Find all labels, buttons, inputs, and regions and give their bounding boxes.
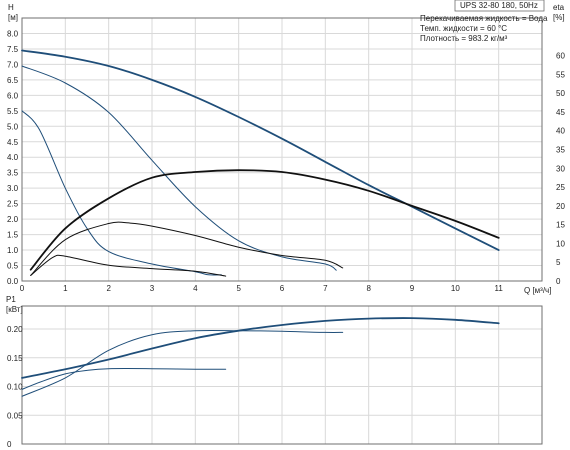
power-chart-series <box>21 317 500 397</box>
x-tick-label: 4 <box>193 284 198 293</box>
y2-tick-label: 15 <box>556 221 565 230</box>
y-tick-label: 2.5 <box>7 200 19 209</box>
head-curve-1 <box>21 49 500 251</box>
y2-tick-label: 35 <box>556 146 565 155</box>
y2-tick-label: 45 <box>556 108 565 117</box>
power-tick-label: 0.20 <box>7 325 23 334</box>
efficiency-curve-5 <box>30 221 344 276</box>
y2-tick-label: 20 <box>556 202 565 211</box>
y-tick-label: 6.0 <box>7 91 19 100</box>
x-tick-label: 0 <box>20 284 25 293</box>
power-tick-label: 0.05 <box>7 411 23 420</box>
y-tick-label: 0.5 <box>7 262 19 271</box>
y2-tick-label: 55 <box>556 70 565 79</box>
x-tick-label: 11 <box>495 284 504 293</box>
x-tick-label: 8 <box>366 284 371 293</box>
y2-tick-label: 40 <box>556 127 565 136</box>
y2-tick-label: 5 <box>556 258 561 267</box>
head-curve-3 <box>21 110 222 276</box>
y-tick-label: 1.5 <box>7 231 19 240</box>
efficiency-curve-6 <box>30 254 227 277</box>
y-tick-label: 7.5 <box>7 45 19 54</box>
y-tick-label: 2.0 <box>7 215 19 224</box>
power-tick-label: 0.15 <box>7 354 23 363</box>
y-axis-unit-m: [м] <box>8 13 18 22</box>
power-axis-unit: [кВт] <box>6 305 23 314</box>
power-chart-frame <box>21 305 543 445</box>
head-chart-ticks: 0 1 2 3 4 5 6 7 8 9 10 110.00.51.01.52.02.53.03.54.… <box>7 29 565 293</box>
power-curve-1 <box>21 317 500 379</box>
x-tick-label: 10 <box>451 284 460 293</box>
liquid-info: Перекачиваемая жидкость = Вода <box>420 14 548 23</box>
head-chart-frame <box>21 17 543 282</box>
y2-axis-label-eta: eta <box>553 3 565 12</box>
y-tick-label: 7.0 <box>7 60 19 69</box>
y2-tick-label: 0 <box>556 277 561 286</box>
y-axis-label-h: H <box>8 3 14 12</box>
y2-tick-label: 25 <box>556 183 565 192</box>
power-tick-label: 0 <box>7 440 12 449</box>
y-tick-label: 6.5 <box>7 76 19 85</box>
y-tick-label: 4.5 <box>7 138 19 147</box>
y-tick-label: 8.0 <box>7 29 19 38</box>
y-tick-label: 1.0 <box>7 246 19 255</box>
y-tick-label: 5.0 <box>7 122 19 131</box>
power-tick-label: 0.10 <box>7 383 23 392</box>
model-label: UPS 32-80 180, 50Hz <box>460 1 538 10</box>
head-chart-grid <box>21 18 542 282</box>
power-chart-ticks: 0 0.05 0.10 0.15 0.20 <box>7 325 23 449</box>
y2-tick-label: 30 <box>556 164 565 173</box>
x-tick-label: 9 <box>410 284 415 293</box>
y2-tick-label: 50 <box>556 89 565 98</box>
head-curve-2 <box>21 65 337 271</box>
x-tick-label: 6 <box>280 284 285 293</box>
y-tick-label: 3.5 <box>7 169 19 178</box>
y-tick-label: 5.5 <box>7 107 19 116</box>
power-curve-3 <box>21 368 227 390</box>
y-tick-label: 0.0 <box>7 277 19 286</box>
x-tick-label: 5 <box>236 284 241 293</box>
x-tick-label: 3 <box>150 284 155 293</box>
x-axis-label: Q [м³/ч] <box>524 286 551 295</box>
x-tick-label: 2 <box>106 284 111 293</box>
y2-tick-label: 10 <box>556 239 565 248</box>
y2-tick-label: 60 <box>556 52 565 61</box>
efficiency-curve-4 <box>29 169 500 271</box>
power-chart-grid <box>21 306 542 445</box>
y-tick-label: 3.0 <box>7 184 19 193</box>
y2-axis-unit-percent: [%] <box>553 13 565 22</box>
power-curve-2 <box>21 329 344 397</box>
temperature-info: Темп. жидкости = 60 °C <box>420 24 507 33</box>
power-axis-label: P1 <box>6 295 16 304</box>
model-label-box <box>454 0 545 12</box>
density-info: Плотность = 983.2 кг/м³ <box>420 34 508 43</box>
y-tick-label: 4.0 <box>7 153 19 162</box>
head-chart-series <box>21 49 500 277</box>
x-tick-label: 1 <box>63 284 68 293</box>
x-tick-label: 7 <box>323 284 328 293</box>
